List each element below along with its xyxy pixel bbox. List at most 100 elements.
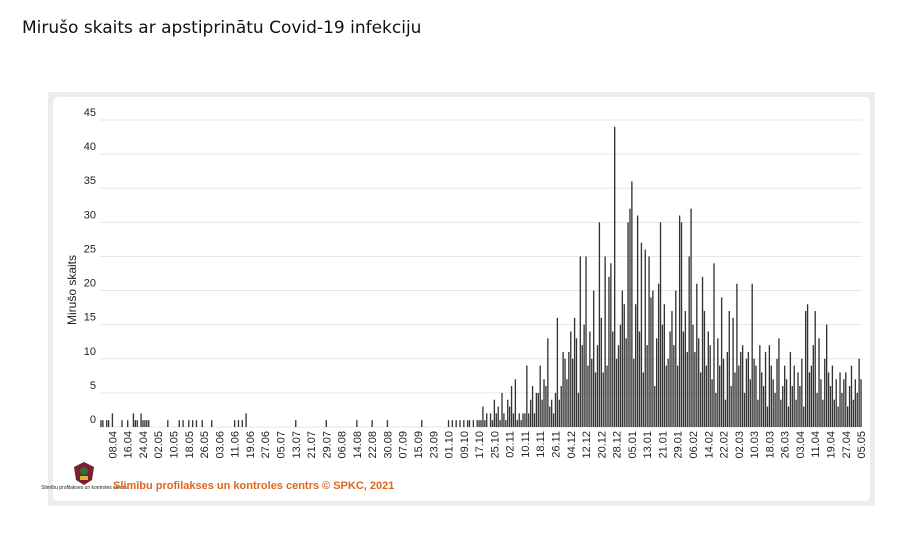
x-tick-label: 06.02 — [688, 431, 700, 459]
bar — [573, 317, 576, 427]
bar — [827, 372, 830, 427]
bar — [774, 392, 776, 427]
bar — [724, 399, 727, 427]
x-tick-label: 05.05 — [856, 431, 868, 459]
bar — [648, 256, 650, 427]
source: Slimību profilakses un kontroles centrs … — [113, 480, 394, 492]
x-tick-label: 27.06 — [260, 431, 272, 459]
bar — [577, 392, 580, 427]
x-tick-label: 29.07 — [321, 431, 333, 459]
x-tick-label: 18.11 — [535, 431, 547, 458]
x-tick-label: 08.04 — [107, 431, 119, 459]
bar — [783, 365, 786, 427]
x-tick-label: 30.08 — [382, 431, 394, 459]
bar — [121, 420, 123, 427]
x-tick-label: 06.08 — [337, 431, 349, 459]
bar — [698, 338, 700, 427]
bar — [738, 365, 740, 427]
bar — [583, 324, 585, 427]
x-tick-label: 22.08 — [367, 431, 379, 459]
x-tick-label: 07.09 — [398, 431, 410, 459]
bar — [703, 311, 706, 427]
x-tick-label: 10.03 — [749, 431, 761, 459]
bar — [810, 365, 813, 427]
bar — [587, 365, 589, 427]
bar — [824, 358, 826, 427]
bar — [562, 351, 564, 427]
bar — [581, 345, 583, 427]
bar — [107, 420, 110, 427]
bar — [833, 399, 835, 427]
bar — [545, 386, 547, 427]
bar — [501, 392, 503, 427]
chart-card — [53, 97, 870, 501]
bar — [510, 386, 513, 427]
bar — [466, 420, 469, 427]
bar — [468, 420, 471, 427]
y-tick-label: 5 — [90, 380, 96, 392]
bar — [845, 372, 847, 427]
bar — [102, 420, 104, 427]
bar — [371, 420, 373, 427]
bar — [663, 304, 666, 427]
bar — [696, 283, 698, 427]
bar — [596, 345, 599, 427]
bar — [533, 413, 536, 427]
bar — [755, 365, 757, 427]
bar — [627, 222, 629, 427]
bar — [789, 351, 792, 427]
x-tick-label: 19.06 — [245, 431, 257, 459]
logo — [74, 462, 94, 485]
bar — [134, 420, 136, 427]
x-tick-label: 26.11 — [550, 431, 562, 458]
bar — [686, 351, 688, 427]
bar — [677, 365, 679, 427]
x-tick-label: 21.07 — [306, 431, 318, 459]
bar — [476, 420, 478, 427]
bar — [785, 379, 788, 427]
bar — [804, 311, 807, 427]
bar — [495, 413, 497, 427]
bar — [295, 420, 297, 427]
bar — [669, 331, 671, 427]
bar — [734, 372, 736, 427]
y-tick-label: 45 — [84, 107, 96, 119]
bar — [801, 358, 803, 427]
bar — [852, 399, 855, 427]
x-tick-label: 01.10 — [444, 431, 456, 459]
bar — [531, 386, 534, 427]
bar — [593, 290, 595, 427]
x-tick-label: 05.01 — [627, 431, 639, 459]
bar — [631, 181, 633, 427]
x-tick-label: 18.03 — [764, 431, 776, 459]
bar — [642, 372, 644, 427]
x-tick-label: 27.04 — [841, 431, 853, 459]
bar — [106, 420, 108, 427]
bar — [543, 379, 545, 427]
y-tick-label: 15 — [84, 312, 96, 324]
bar — [142, 420, 144, 427]
bar — [556, 317, 559, 427]
y-tick-label: 40 — [84, 141, 96, 153]
bar — [568, 351, 570, 427]
bar — [741, 345, 744, 427]
x-tick-label: 15.09 — [413, 431, 425, 459]
bar — [486, 413, 488, 427]
bar — [455, 420, 457, 427]
bar — [421, 420, 423, 427]
x-tick-label: 14.08 — [352, 431, 364, 459]
bar — [635, 304, 637, 427]
bar — [675, 290, 677, 427]
bar — [726, 351, 729, 427]
bar — [644, 249, 646, 427]
bar — [776, 358, 778, 427]
y-tick-label: 10 — [84, 346, 96, 358]
bar — [591, 358, 593, 427]
bar — [848, 386, 851, 427]
y-tick-label: 30 — [84, 209, 96, 221]
bar — [659, 222, 662, 427]
bar — [730, 386, 732, 427]
bar — [493, 399, 496, 427]
y-tick-label: 35 — [84, 175, 96, 187]
